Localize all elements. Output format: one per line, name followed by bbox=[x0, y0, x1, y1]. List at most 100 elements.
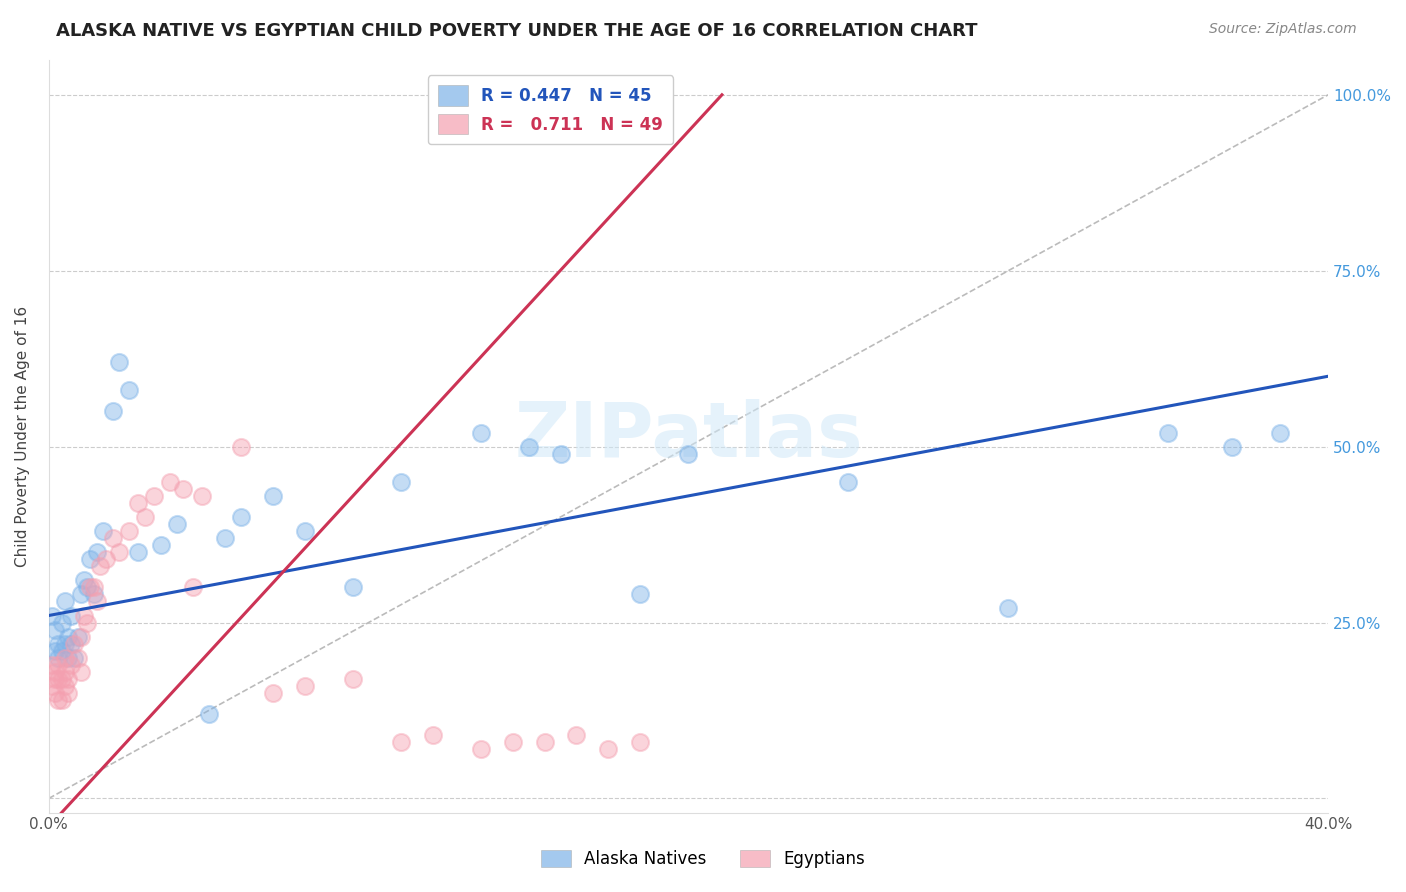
Point bbox=[550, 447, 572, 461]
Point bbox=[118, 384, 141, 398]
Point bbox=[342, 672, 364, 686]
Point bbox=[565, 728, 588, 742]
Point bbox=[76, 580, 98, 594]
Point bbox=[294, 679, 316, 693]
Point bbox=[1268, 425, 1291, 440]
Point bbox=[41, 679, 63, 693]
Point bbox=[60, 608, 83, 623]
Point bbox=[678, 447, 700, 461]
Point bbox=[73, 574, 96, 588]
Point bbox=[127, 545, 149, 559]
Legend: R = 0.447   N = 45, R =   0.711   N = 49: R = 0.447 N = 45, R = 0.711 N = 49 bbox=[427, 76, 673, 145]
Point bbox=[60, 637, 83, 651]
Point bbox=[46, 637, 69, 651]
Point bbox=[1220, 440, 1243, 454]
Point bbox=[41, 608, 63, 623]
Point bbox=[76, 615, 98, 630]
Point bbox=[422, 728, 444, 742]
Point bbox=[517, 440, 540, 454]
Point bbox=[53, 665, 76, 679]
Point bbox=[837, 475, 859, 489]
Point bbox=[73, 608, 96, 623]
Point bbox=[229, 510, 252, 524]
Point bbox=[470, 425, 492, 440]
Point bbox=[159, 475, 181, 489]
Point bbox=[53, 637, 76, 651]
Point bbox=[96, 552, 118, 566]
Point bbox=[53, 650, 76, 665]
Point bbox=[229, 440, 252, 454]
Point bbox=[66, 630, 89, 644]
Point bbox=[166, 516, 188, 531]
Point bbox=[41, 657, 63, 672]
Point bbox=[46, 650, 69, 665]
Point bbox=[172, 482, 194, 496]
Point bbox=[502, 735, 524, 749]
Point bbox=[630, 735, 652, 749]
Point bbox=[389, 475, 412, 489]
Point bbox=[533, 735, 555, 749]
Point bbox=[44, 623, 66, 637]
Legend: Alaska Natives, Egyptians: Alaska Natives, Egyptians bbox=[534, 843, 872, 875]
Point bbox=[69, 587, 91, 601]
Point bbox=[46, 693, 69, 707]
Point bbox=[118, 524, 141, 538]
Point bbox=[470, 742, 492, 756]
Point bbox=[86, 545, 108, 559]
Point bbox=[46, 672, 69, 686]
Point bbox=[197, 706, 219, 721]
Point bbox=[89, 559, 111, 574]
Point bbox=[56, 650, 79, 665]
Point bbox=[44, 686, 66, 700]
Point bbox=[69, 630, 91, 644]
Point bbox=[143, 489, 166, 503]
Point bbox=[181, 580, 204, 594]
Point bbox=[134, 510, 156, 524]
Point bbox=[60, 657, 83, 672]
Point bbox=[91, 524, 114, 538]
Point bbox=[53, 679, 76, 693]
Point bbox=[1157, 425, 1180, 440]
Point bbox=[46, 657, 69, 672]
Point bbox=[262, 489, 284, 503]
Point bbox=[44, 665, 66, 679]
Point bbox=[127, 496, 149, 510]
Point bbox=[101, 531, 124, 545]
Point bbox=[44, 672, 66, 686]
Point bbox=[56, 672, 79, 686]
Y-axis label: Child Poverty Under the Age of 16: Child Poverty Under the Age of 16 bbox=[15, 305, 30, 566]
Point bbox=[51, 672, 73, 686]
Point bbox=[86, 594, 108, 608]
Point bbox=[56, 686, 79, 700]
Point bbox=[44, 643, 66, 657]
Point bbox=[149, 538, 172, 552]
Point bbox=[598, 742, 620, 756]
Text: Source: ZipAtlas.com: Source: ZipAtlas.com bbox=[1209, 22, 1357, 37]
Point bbox=[63, 650, 86, 665]
Point bbox=[262, 686, 284, 700]
Point bbox=[53, 594, 76, 608]
Point bbox=[79, 552, 101, 566]
Point bbox=[101, 404, 124, 418]
Point bbox=[108, 545, 131, 559]
Point bbox=[294, 524, 316, 538]
Point bbox=[342, 580, 364, 594]
Point bbox=[83, 580, 105, 594]
Point bbox=[108, 355, 131, 369]
Point bbox=[191, 489, 214, 503]
Point bbox=[56, 630, 79, 644]
Point bbox=[63, 637, 86, 651]
Point bbox=[79, 580, 101, 594]
Point bbox=[214, 531, 236, 545]
Point bbox=[66, 650, 89, 665]
Point bbox=[83, 587, 105, 601]
Text: ZIPatlas: ZIPatlas bbox=[515, 399, 863, 473]
Point bbox=[69, 665, 91, 679]
Text: ALASKA NATIVE VS EGYPTIAN CHILD POVERTY UNDER THE AGE OF 16 CORRELATION CHART: ALASKA NATIVE VS EGYPTIAN CHILD POVERTY … bbox=[56, 22, 977, 40]
Point bbox=[630, 587, 652, 601]
Point bbox=[51, 643, 73, 657]
Point bbox=[997, 601, 1019, 615]
Point bbox=[51, 693, 73, 707]
Point bbox=[389, 735, 412, 749]
Point bbox=[51, 615, 73, 630]
